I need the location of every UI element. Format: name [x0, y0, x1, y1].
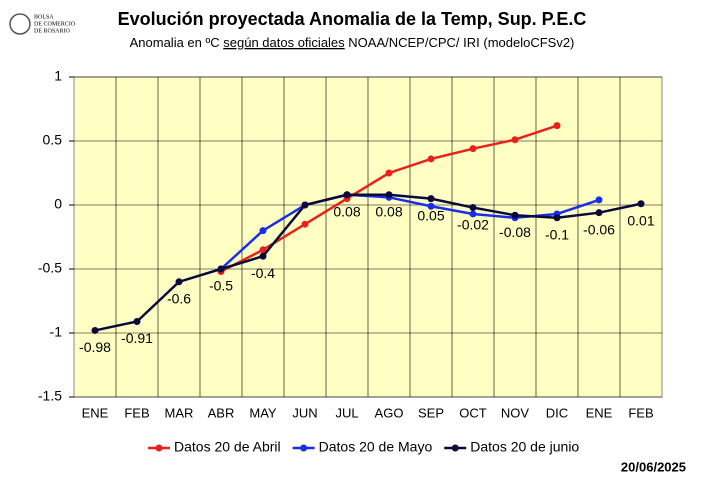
y-tick-label: 1: [54, 68, 62, 84]
y-tick-label: -0.5: [38, 260, 62, 276]
data-point: [427, 202, 435, 210]
data-label: 0.08: [375, 203, 402, 219]
subtitle-part: NOAA/NCEP/CPC/ IRI (modeloCFSv2): [345, 35, 575, 50]
legend-label: Datos 20 de Mayo: [319, 439, 433, 455]
x-tick-label: NOV: [501, 405, 530, 420]
data-point: [259, 227, 267, 235]
data-label: -0.08: [499, 224, 531, 240]
data-label: -0.02: [457, 216, 489, 232]
subtitle-part: Anomalia en ºC: [130, 35, 224, 50]
data-point: [385, 169, 393, 177]
logo-emblem: [9, 13, 31, 35]
data-point: [175, 278, 183, 286]
data-point: [595, 209, 603, 217]
legend-label: Datos 20 de junio: [470, 439, 579, 455]
x-tick-label: MAR: [165, 405, 194, 420]
data-point: [91, 326, 99, 334]
y-tick-label: 0: [54, 196, 62, 212]
data-label: -0.4: [251, 265, 275, 281]
x-tick-label: FEB: [124, 405, 149, 420]
data-label: -0.06: [583, 221, 615, 237]
data-point: [385, 191, 393, 199]
data-point: [427, 195, 435, 203]
logo-text: DE COMERCIO: [34, 21, 76, 27]
data-point: [469, 210, 477, 218]
data-label: -0.98: [79, 339, 111, 355]
legend-marker: [155, 444, 163, 452]
data-point: [301, 220, 309, 228]
data-point: [511, 211, 519, 219]
x-tick-label: DIC: [546, 405, 568, 420]
data-label: -0.5: [209, 278, 233, 294]
x-tick-label: AGO: [375, 405, 404, 420]
data-point: [637, 200, 645, 208]
chart-subtitle: Anomalia en ºC según datos oficiales NOA…: [130, 35, 575, 50]
subtitle-part: según datos oficiales: [223, 35, 345, 50]
logo-text: DE ROSARIO: [34, 28, 71, 34]
data-point: [343, 191, 351, 199]
data-point: [469, 204, 477, 212]
data-point: [217, 265, 225, 273]
x-tick-label: MAY: [249, 405, 277, 420]
x-tick-label: JUN: [292, 405, 317, 420]
data-point: [553, 122, 561, 130]
data-label: -0.91: [121, 330, 153, 346]
date: 20/06/2025: [621, 459, 686, 474]
x-tick-label: ENE: [82, 405, 109, 420]
data-point: [553, 214, 561, 222]
x-tick-label: JUL: [335, 405, 358, 420]
x-tick-label: ENE: [586, 405, 613, 420]
data-label: -0.6: [167, 291, 191, 307]
data-label: 0.01: [627, 212, 654, 228]
logo-text: BOLSA: [34, 14, 54, 20]
data-point: [427, 155, 435, 163]
data-point: [259, 246, 267, 254]
legend-label: Datos 20 de Abril: [174, 439, 281, 455]
legend-marker: [451, 444, 459, 452]
data-point: [511, 136, 519, 144]
data-point: [133, 317, 141, 325]
data-label: -0.1: [545, 227, 569, 243]
data-point: [595, 196, 603, 204]
legend-marker: [300, 444, 308, 452]
x-tick-label: FEB: [628, 405, 653, 420]
series-line: [94, 193, 642, 332]
y-tick-label: 0.5: [43, 132, 63, 148]
x-tick-label: OCT: [459, 405, 487, 420]
data-point: [259, 252, 267, 260]
data-label: 0.05: [417, 207, 444, 223]
y-tick-label: -1: [50, 324, 63, 340]
x-tick-label: SEP: [418, 405, 444, 420]
logo: BOLSA DE COMERCIO DE ROSARIO: [9, 13, 76, 35]
chart-title: Evolución proyectada Anomalia de la Temp…: [118, 9, 587, 29]
x-tick-label: ABR: [208, 405, 235, 420]
data-point: [301, 201, 309, 209]
data-point: [469, 145, 477, 153]
y-tick-label: -1.5: [38, 388, 62, 404]
data-label: 0.08: [333, 203, 360, 219]
